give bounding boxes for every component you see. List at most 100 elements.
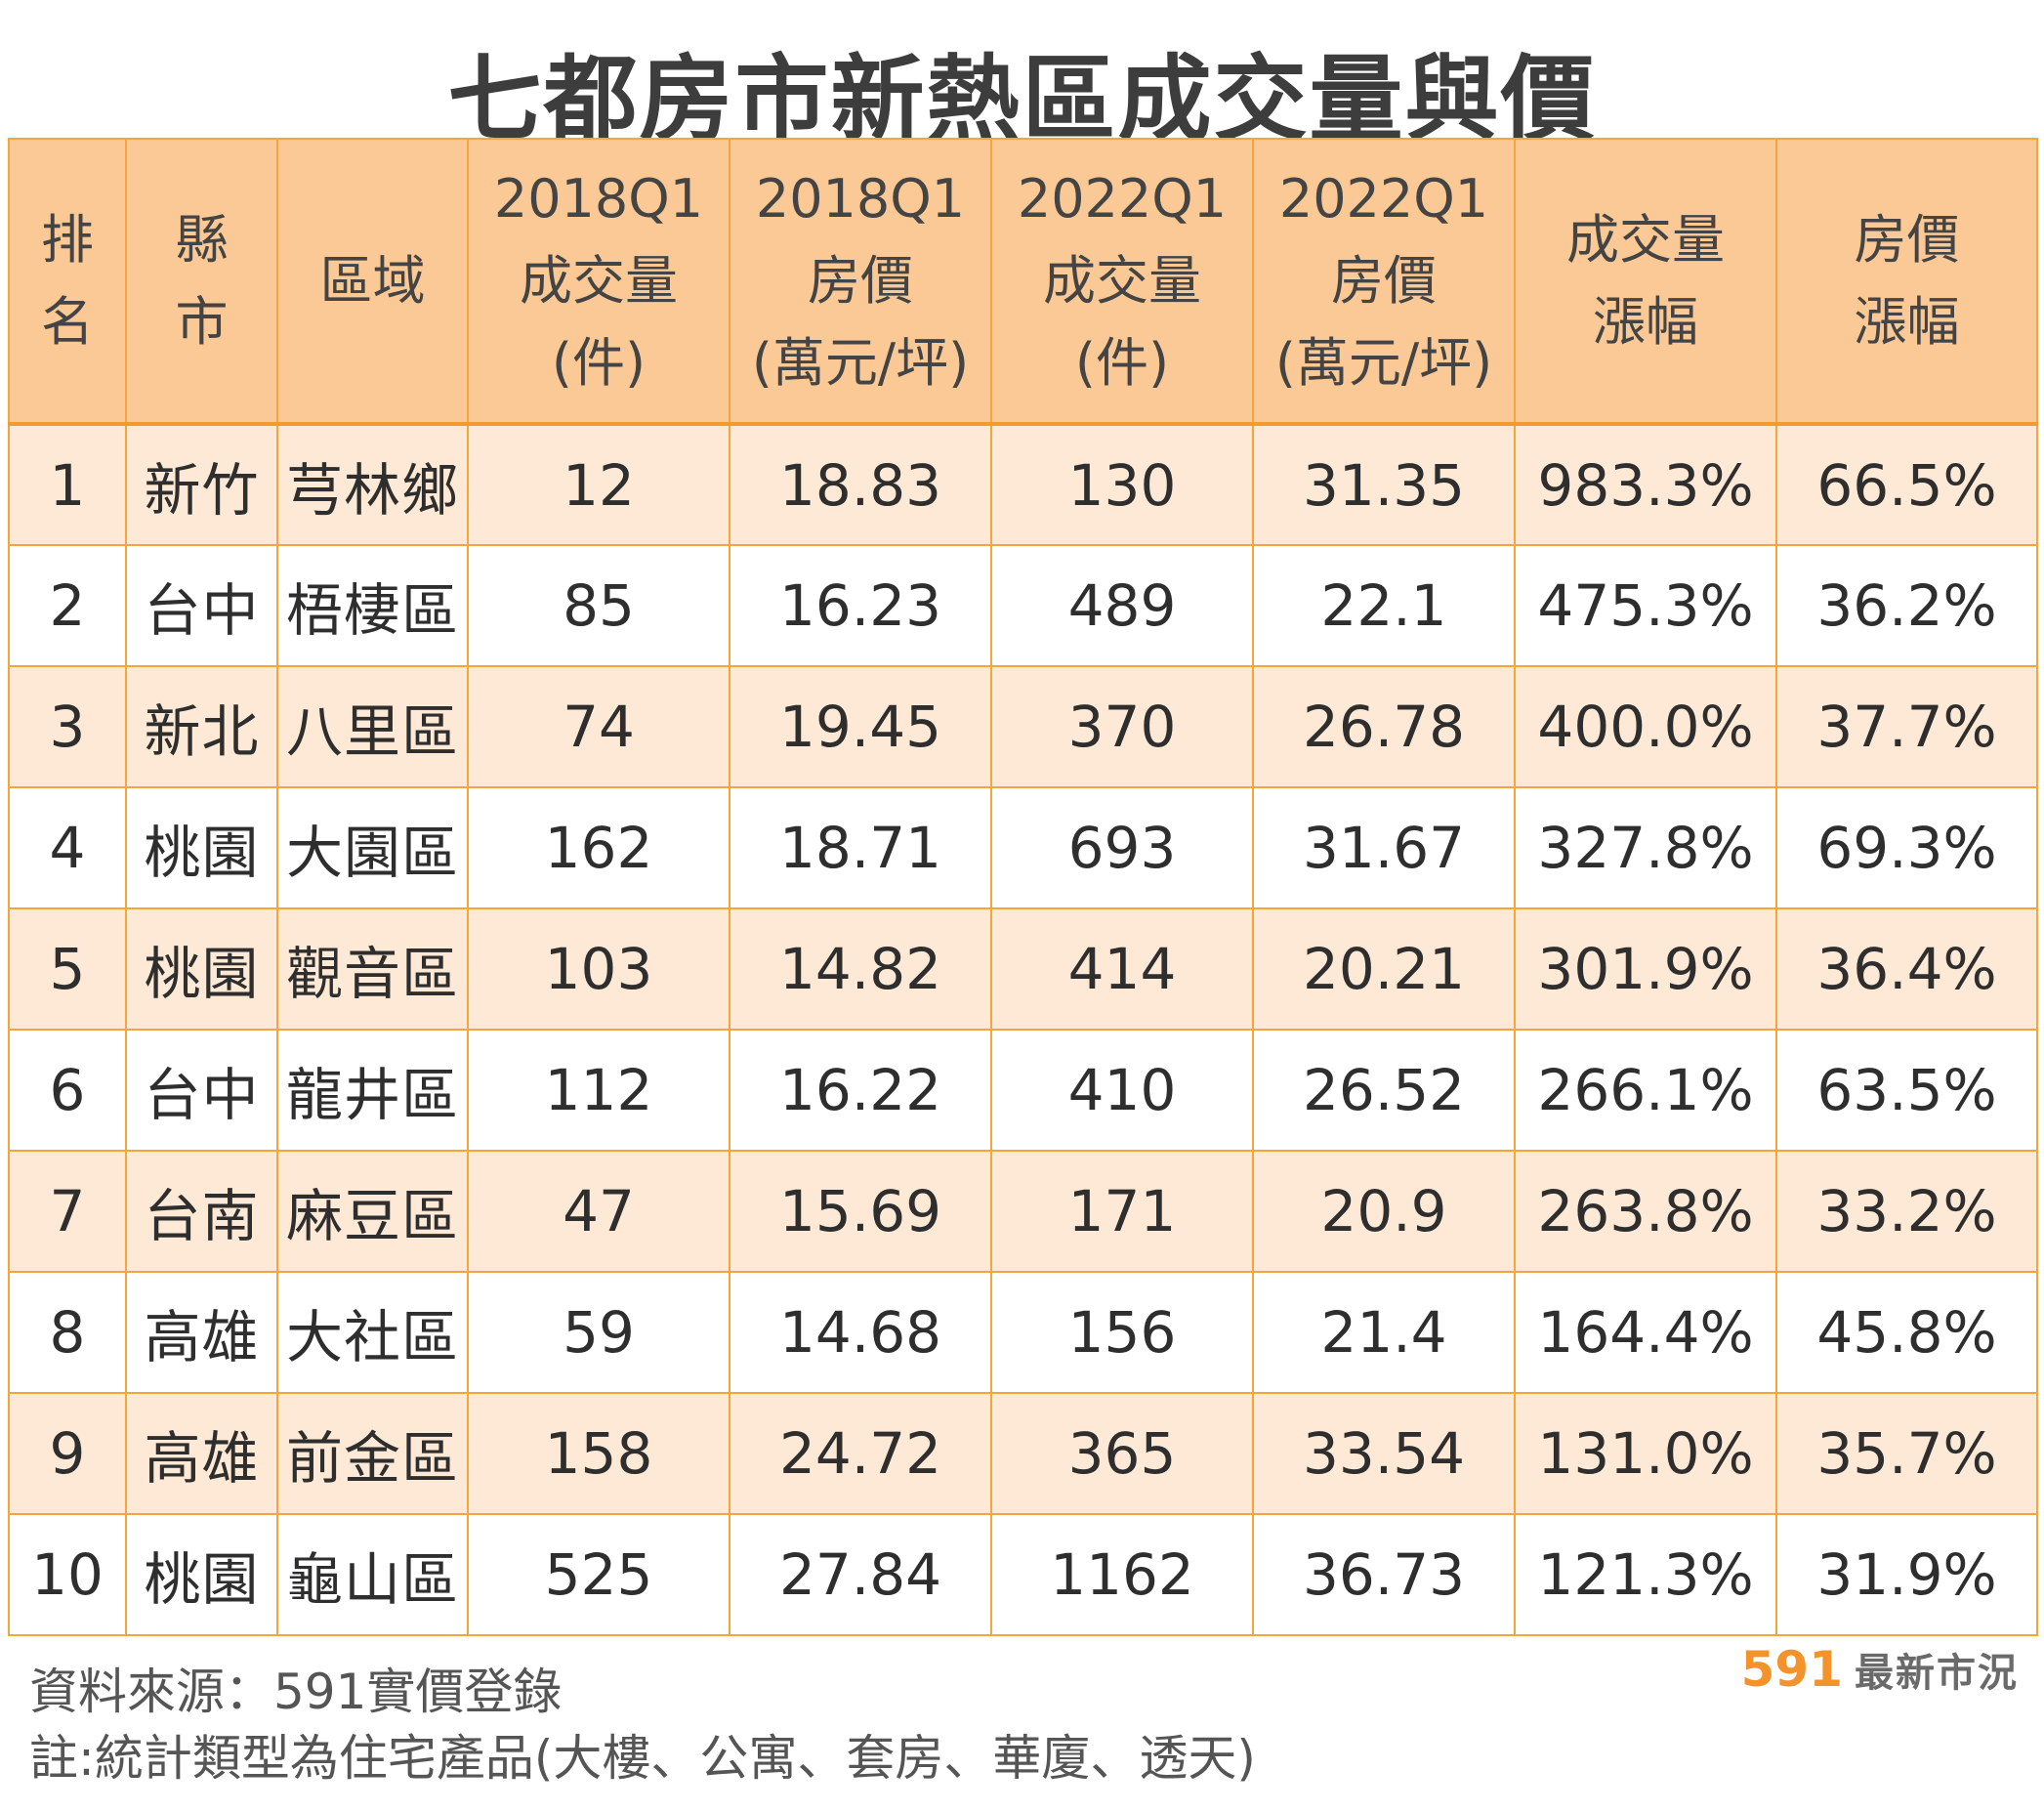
header-text: 2018Q1 <box>493 167 704 230</box>
table-cell: 6 <box>8 1029 127 1152</box>
table-cell: 525 <box>467 1513 730 1636</box>
table-row: 5 桃園 觀音區 103 14.82 414 20.21 301.9% 36.4% <box>8 907 2038 1031</box>
table-cell: 台南 <box>125 1150 278 1273</box>
header-text: 2022Q1 <box>1017 167 1228 230</box>
table-row: 9 高雄 前金區 158 24.72 365 33.54 131.0% 35.7% <box>8 1392 2038 1515</box>
table-cell: 桃園 <box>125 907 278 1031</box>
table-cell: 高雄 <box>125 1271 278 1394</box>
header-text: (件) <box>551 331 647 394</box>
table-cell: 8 <box>8 1271 127 1394</box>
header-row: 排名縣市區域 2018Q1 成交量 (件) 2018Q1 房價 (萬元/坪) 2022Q1 成交… <box>8 138 2038 426</box>
table-cell: 112 <box>467 1029 730 1152</box>
table-cell: 9 <box>8 1392 127 1515</box>
brand-number: 591 <box>1740 1641 1843 1698</box>
table-cell: 36.4% <box>1775 907 2038 1031</box>
table-cell: 131.0% <box>1514 1392 1777 1515</box>
table-body: 1 新竹 芎林鄉 12 18.83 130 31.35 983.3% 66.5% 2 台中 梧棲區 85… <box>8 423 2038 1636</box>
table-cell: 21.4 <box>1252 1271 1516 1394</box>
header-cell: 2018Q1 房價 (萬元/坪) <box>729 138 992 426</box>
header-cell: 排名 <box>8 138 127 426</box>
header-text: 2018Q1 <box>755 167 966 230</box>
table-cell: 18.71 <box>729 786 992 909</box>
table-cell: 31.35 <box>1252 423 1516 546</box>
table-cell: 63.5% <box>1775 1029 2038 1152</box>
table-cell: 983.3% <box>1514 423 1777 546</box>
table-cell: 前金區 <box>276 1392 469 1515</box>
table-cell: 龜山區 <box>276 1513 469 1636</box>
table-cell: 16.23 <box>729 544 992 667</box>
table-cell: 桃園 <box>125 1513 278 1636</box>
table-cell: 芎林鄉 <box>276 423 469 546</box>
header-text: 漲幅 <box>1593 290 1698 353</box>
table-cell: 171 <box>990 1150 1254 1273</box>
table-cell: 3 <box>8 665 127 788</box>
header-text: 漲幅 <box>1854 290 1960 353</box>
table-cell: 24.72 <box>729 1392 992 1515</box>
header-text: 名 <box>41 290 94 353</box>
header-text: (件) <box>1074 331 1170 394</box>
header-text: 成交量 <box>520 249 678 312</box>
brand-logo: 591 最新市況 <box>1741 1641 2019 1698</box>
table-cell: 301.9% <box>1514 907 1777 1031</box>
table-cell: 14.82 <box>729 907 992 1031</box>
table-cell: 121.3% <box>1514 1513 1777 1636</box>
chart-title: 七都房市新熱區成交量與價 <box>447 45 1597 154</box>
table-cell: 66.5% <box>1775 423 2038 546</box>
table-cell: 31.9% <box>1775 1513 2038 1636</box>
table-cell: 龍井區 <box>276 1029 469 1152</box>
header-text: (萬元/坪) <box>1274 331 1493 394</box>
table-cell: 47 <box>467 1150 730 1273</box>
table-cell: 27.84 <box>729 1513 992 1636</box>
table-row: 3 新北 八里區 74 19.45 370 26.78 400.0% 37.7% <box>8 665 2038 788</box>
header-text: 房價 <box>1854 208 1960 271</box>
table-cell: 15.69 <box>729 1150 992 1273</box>
table-cell: 327.8% <box>1514 786 1777 909</box>
table-cell: 14.68 <box>729 1271 992 1394</box>
table-row: 4 桃園 大園區 162 18.71 693 31.67 327.8% 69.3% <box>8 786 2038 909</box>
table-cell: 162 <box>467 786 730 909</box>
table-cell: 5 <box>8 907 127 1031</box>
table-row: 7 台南 麻豆區 47 15.69 171 20.9 263.8% 33.2% <box>8 1150 2038 1273</box>
source-note: 資料來源：591實價登錄 <box>29 1664 563 1720</box>
table-cell: 33.2% <box>1775 1150 2038 1273</box>
table-cell: 37.7% <box>1775 665 2038 788</box>
table-cell: 400.0% <box>1514 665 1777 788</box>
header-cell: 區域 <box>276 138 469 426</box>
table-cell: 33.54 <box>1252 1392 1516 1515</box>
header-text: 排 <box>41 208 94 271</box>
table-cell: 大園區 <box>276 786 469 909</box>
table-cell: 觀音區 <box>276 907 469 1031</box>
table-cell: 158 <box>467 1392 730 1515</box>
brand-text: 最新市況 <box>1855 1651 2019 1696</box>
table-cell: 31.67 <box>1252 786 1516 909</box>
header-cell: 2022Q1 成交量 (件) <box>990 138 1254 426</box>
table-row: 8 高雄 大社區 59 14.68 156 21.4 164.4% 45.8% <box>8 1271 2038 1394</box>
table-cell: 26.52 <box>1252 1029 1516 1152</box>
header-cell: 2018Q1 成交量 (件) <box>467 138 730 426</box>
table-cell: 7 <box>8 1150 127 1273</box>
table-row: 1 新竹 芎林鄉 12 18.83 130 31.35 983.3% 66.5% <box>8 423 2038 546</box>
table-cell: 台中 <box>125 1029 278 1152</box>
table-row: 2 台中 梧棲區 85 16.23 489 22.1 475.3% 36.2% <box>8 544 2038 667</box>
table-cell: 85 <box>467 544 730 667</box>
table-cell: 35.7% <box>1775 1392 2038 1515</box>
table-cell: 59 <box>467 1271 730 1394</box>
table-cell: 新竹 <box>125 423 278 546</box>
table-cell: 八里區 <box>276 665 469 788</box>
table-cell: 20.21 <box>1252 907 1516 1031</box>
data-table: 排名縣市區域 2018Q1 成交量 (件) 2018Q1 房價 (萬元/坪) 2022Q1 成交… <box>8 138 2038 1636</box>
header-text: 成交量 <box>1043 249 1201 312</box>
table-cell: 693 <box>990 786 1254 909</box>
table-cell: 高雄 <box>125 1392 278 1515</box>
table-cell: 12 <box>467 423 730 546</box>
table-cell: 19.45 <box>729 665 992 788</box>
header-text: 2022Q1 <box>1278 167 1489 230</box>
table-cell: 130 <box>990 423 1254 546</box>
table-cell: 156 <box>990 1271 1254 1394</box>
header-cell: 成交量 漲幅 <box>1514 138 1777 426</box>
table-cell: 22.1 <box>1252 544 1516 667</box>
table-cell: 4 <box>8 786 127 909</box>
table-cell: 梧棲區 <box>276 544 469 667</box>
header-text: 縣 <box>175 208 229 271</box>
table-cell: 263.8% <box>1514 1150 1777 1273</box>
